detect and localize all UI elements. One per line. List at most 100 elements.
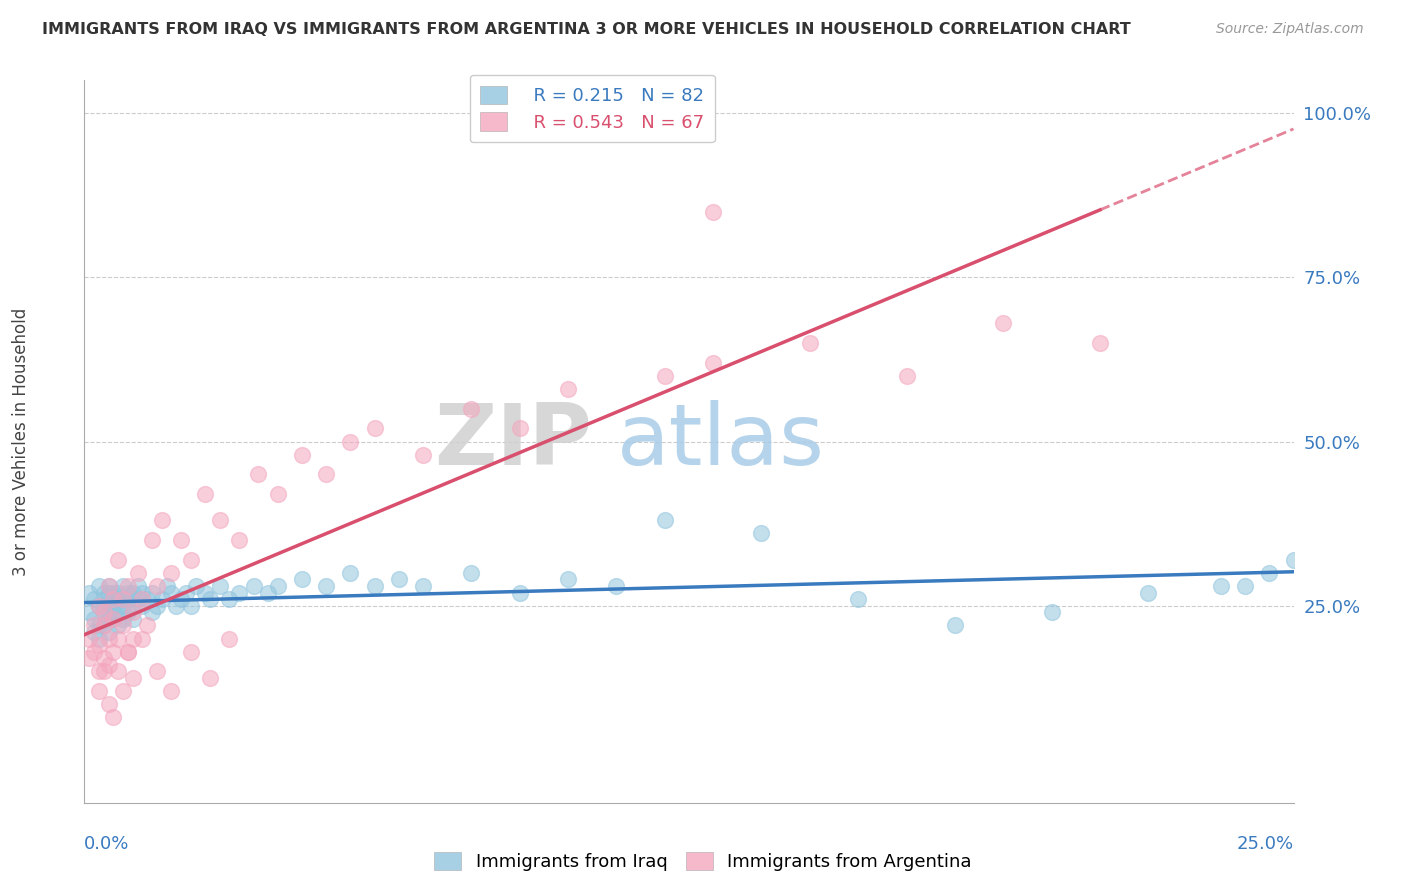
Point: [1040, 605, 1063, 619]
Point: [557, 382, 579, 396]
Point: [194, 487, 217, 501]
Point: [112, 599, 135, 613]
Point: [112, 592, 135, 607]
Point: [247, 467, 270, 482]
Point: [93, 651, 115, 665]
Point: [170, 592, 193, 607]
Point: [107, 585, 129, 599]
Point: [93, 592, 115, 607]
Point: [896, 368, 918, 383]
Point: [363, 579, 385, 593]
Point: [87, 665, 110, 679]
Point: [160, 684, 183, 698]
Legend:   R = 0.215   N = 82,   R = 0.543   N = 67: R = 0.215 N = 82, R = 0.543 N = 67: [470, 75, 714, 143]
Point: [242, 579, 264, 593]
Point: [160, 566, 183, 580]
Point: [228, 533, 250, 547]
Legend: Immigrants from Iraq, Immigrants from Argentina: Immigrants from Iraq, Immigrants from Ar…: [427, 845, 979, 879]
Point: [150, 513, 173, 527]
Point: [93, 585, 115, 599]
Point: [131, 599, 153, 613]
Point: [136, 618, 159, 632]
Point: [751, 526, 773, 541]
Point: [121, 585, 143, 599]
Point: [165, 599, 187, 613]
Point: [218, 632, 240, 646]
Point: [141, 605, 163, 619]
Point: [103, 592, 125, 607]
Point: [208, 579, 231, 593]
Point: [605, 579, 627, 593]
Point: [97, 657, 120, 672]
Point: [103, 612, 125, 626]
Text: IMMIGRANTS FROM IRAQ VS IMMIGRANTS FROM ARGENTINA 3 OR MORE VEHICLES IN HOUSEHOL: IMMIGRANTS FROM IRAQ VS IMMIGRANTS FROM …: [42, 22, 1130, 37]
Point: [131, 585, 153, 599]
Point: [121, 605, 143, 619]
Point: [103, 605, 125, 619]
Point: [146, 665, 169, 679]
Point: [291, 573, 314, 587]
Point: [131, 632, 153, 646]
Point: [77, 651, 100, 665]
Point: [509, 585, 531, 599]
Point: [93, 618, 115, 632]
Point: [117, 592, 139, 607]
Point: [155, 579, 177, 593]
Point: [257, 585, 280, 599]
Point: [97, 632, 120, 646]
Point: [77, 605, 100, 619]
Point: [460, 566, 482, 580]
Point: [107, 632, 129, 646]
Point: [146, 579, 169, 593]
Point: [117, 579, 139, 593]
Point: [87, 618, 110, 632]
Point: [315, 579, 337, 593]
Point: [117, 645, 139, 659]
Text: 25.0%: 25.0%: [1236, 836, 1294, 854]
Point: [87, 684, 110, 698]
Point: [87, 632, 110, 646]
Point: [363, 421, 385, 435]
Point: [97, 599, 120, 613]
Text: ZIP: ZIP: [434, 400, 592, 483]
Point: [146, 599, 169, 613]
Point: [194, 585, 217, 599]
Point: [93, 665, 115, 679]
Point: [170, 533, 193, 547]
Point: [87, 599, 110, 613]
Point: [93, 599, 115, 613]
Point: [112, 618, 135, 632]
Point: [83, 612, 105, 626]
Point: [141, 585, 163, 599]
Point: [97, 625, 120, 640]
Point: [228, 585, 250, 599]
Point: [93, 618, 115, 632]
Point: [107, 665, 129, 679]
Text: 0.0%: 0.0%: [84, 836, 129, 854]
Point: [103, 599, 125, 613]
Point: [993, 316, 1015, 330]
Point: [103, 612, 125, 626]
Point: [107, 592, 129, 607]
Point: [509, 421, 531, 435]
Point: [103, 710, 125, 724]
Point: [267, 579, 290, 593]
Point: [131, 592, 153, 607]
Text: 3 or more Vehicles in Household: 3 or more Vehicles in Household: [11, 308, 30, 575]
Text: atlas: atlas: [616, 400, 824, 483]
Point: [198, 671, 221, 685]
Point: [388, 573, 411, 587]
Point: [107, 553, 129, 567]
Point: [150, 592, 173, 607]
Point: [127, 566, 149, 580]
Point: [315, 467, 337, 482]
Point: [141, 533, 163, 547]
Point: [97, 579, 120, 593]
Point: [460, 401, 482, 416]
Point: [121, 612, 143, 626]
Point: [799, 336, 821, 351]
Point: [87, 638, 110, 652]
Point: [654, 513, 676, 527]
Point: [117, 605, 139, 619]
Point: [174, 585, 197, 599]
